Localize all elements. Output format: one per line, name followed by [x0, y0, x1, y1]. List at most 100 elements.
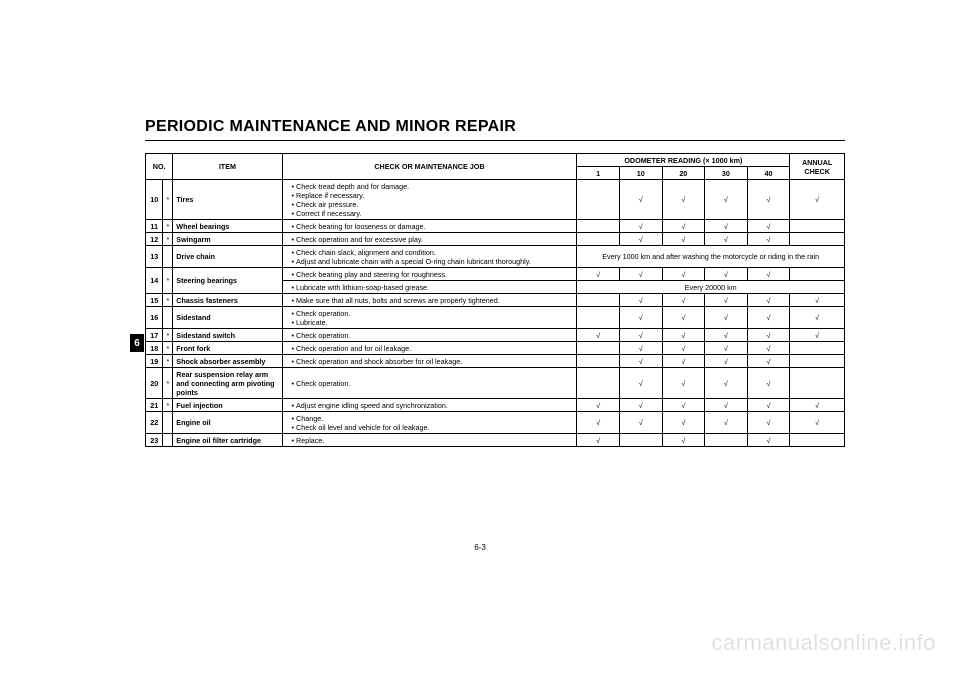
job-cell: Lubricate with lithium-soap-based grease…: [282, 281, 577, 294]
check-cell: √: [747, 342, 790, 355]
job-bullet: Check bearing play and steering for roug…: [292, 270, 574, 279]
table-row: 17*Sidestand switchCheck operation.√√√√√…: [146, 329, 845, 342]
check-cell: √: [662, 368, 705, 399]
check-cell: √: [619, 342, 662, 355]
row-no: 13: [146, 246, 163, 268]
check-cell: √: [619, 412, 662, 434]
job-cell: Check operation.Lubricate.: [282, 307, 577, 329]
job-bullet: Check tread depth and for damage.: [292, 182, 574, 191]
span-note-cell: Every 20000 km: [577, 281, 845, 294]
row-item: Sidestand: [173, 307, 282, 329]
row-item: Rear suspension relay arm and connecting…: [173, 368, 282, 399]
page-title: PERIODIC MAINTENANCE AND MINOR REPAIR: [145, 118, 845, 141]
check-cell: √: [790, 412, 845, 434]
check-cell: √: [747, 268, 790, 281]
job-bullet: Check bearing for looseness or damage.: [292, 222, 574, 231]
job-cell: Make sure that all nuts, bolts and screw…: [282, 294, 577, 307]
page-number: 6-3: [474, 543, 486, 552]
check-cell: √: [790, 180, 845, 220]
row-star: [163, 434, 173, 447]
job-cell: Check operation.: [282, 368, 577, 399]
check-cell: √: [747, 233, 790, 246]
check-cell: √: [662, 329, 705, 342]
check-cell: √: [747, 294, 790, 307]
check-cell: √: [577, 399, 620, 412]
check-cell: √: [662, 307, 705, 329]
check-cell: √: [747, 434, 790, 447]
check-cell: [577, 294, 620, 307]
check-cell: √: [705, 180, 748, 220]
job-bullet: Check operation.: [292, 309, 574, 318]
check-cell: √: [705, 307, 748, 329]
check-cell: √: [619, 307, 662, 329]
row-item: Wheel bearings: [173, 220, 282, 233]
table-row: 23Engine oil filter cartridgeReplace.√√√: [146, 434, 845, 447]
job-bullet: Check operation and for excessive play.: [292, 235, 574, 244]
check-cell: √: [790, 307, 845, 329]
check-cell: √: [747, 368, 790, 399]
check-cell: √: [619, 329, 662, 342]
row-item: Fuel injection: [173, 399, 282, 412]
job-bullet: Replace if necessary.: [292, 191, 574, 200]
job-cell: Check operation and shock absorber for o…: [282, 355, 577, 368]
check-cell: [790, 355, 845, 368]
check-cell: [790, 233, 845, 246]
job-bullet: Make sure that all nuts, bolts and screw…: [292, 296, 574, 305]
check-cell: √: [662, 220, 705, 233]
row-item: Sidestand switch: [173, 329, 282, 342]
header-od-40: 40: [747, 167, 790, 180]
check-cell: √: [662, 412, 705, 434]
check-cell: √: [662, 434, 705, 447]
check-cell: [577, 233, 620, 246]
check-cell: √: [619, 399, 662, 412]
row-no: 11: [146, 220, 163, 233]
job-bullet: Check chain slack, alignment and conditi…: [292, 248, 574, 257]
row-no: 21: [146, 399, 163, 412]
check-cell: √: [577, 412, 620, 434]
check-cell: √: [705, 294, 748, 307]
check-cell: √: [577, 329, 620, 342]
row-star: *: [163, 368, 173, 399]
row-star: *: [163, 329, 173, 342]
row-no: 15: [146, 294, 163, 307]
row-star: *: [163, 355, 173, 368]
check-cell: √: [790, 329, 845, 342]
page: 6 PERIODIC MAINTENANCE AND MINOR REPAIR …: [0, 0, 960, 678]
header-odometer: ODOMETER READING (× 1000 km): [577, 154, 790, 167]
row-no: 18: [146, 342, 163, 355]
job-cell: Replace.: [282, 434, 577, 447]
check-cell: √: [705, 268, 748, 281]
section-tab: 6: [130, 334, 144, 352]
job-bullet: Lubricate.: [292, 318, 574, 327]
row-no: 23: [146, 434, 163, 447]
check-cell: [705, 434, 748, 447]
job-cell: Check operation and for excessive play.: [282, 233, 577, 246]
span-note-cell: Every 1000 km and after washing the moto…: [577, 246, 845, 268]
check-cell: √: [619, 368, 662, 399]
check-cell: √: [619, 220, 662, 233]
row-no: 10: [146, 180, 163, 220]
check-cell: √: [790, 294, 845, 307]
table-row: 10*TiresCheck tread depth and for damage…: [146, 180, 845, 220]
table-row: 22Engine oilChange.Check oil level and v…: [146, 412, 845, 434]
row-item: Tires: [173, 180, 282, 220]
row-star: [163, 307, 173, 329]
table-row: 16SidestandCheck operation.Lubricate.√√√…: [146, 307, 845, 329]
job-cell: Change.Check oil level and vehicle for o…: [282, 412, 577, 434]
check-cell: √: [705, 368, 748, 399]
row-item: Shock absorber assembly: [173, 355, 282, 368]
table-header: NO. ITEM CHECK OR MAINTENANCE JOB ODOMET…: [146, 154, 845, 180]
check-cell: √: [747, 399, 790, 412]
job-bullet: Adjust engine idling speed and synchroni…: [292, 401, 574, 410]
check-cell: √: [619, 180, 662, 220]
check-cell: √: [577, 434, 620, 447]
check-cell: [790, 368, 845, 399]
header-od-20: 20: [662, 167, 705, 180]
check-cell: [619, 434, 662, 447]
row-item: Drive chain: [173, 246, 282, 268]
check-cell: √: [705, 233, 748, 246]
check-cell: √: [747, 355, 790, 368]
header-no: NO.: [146, 154, 173, 180]
check-cell: √: [662, 268, 705, 281]
job-bullet: Check operation.: [292, 379, 574, 388]
